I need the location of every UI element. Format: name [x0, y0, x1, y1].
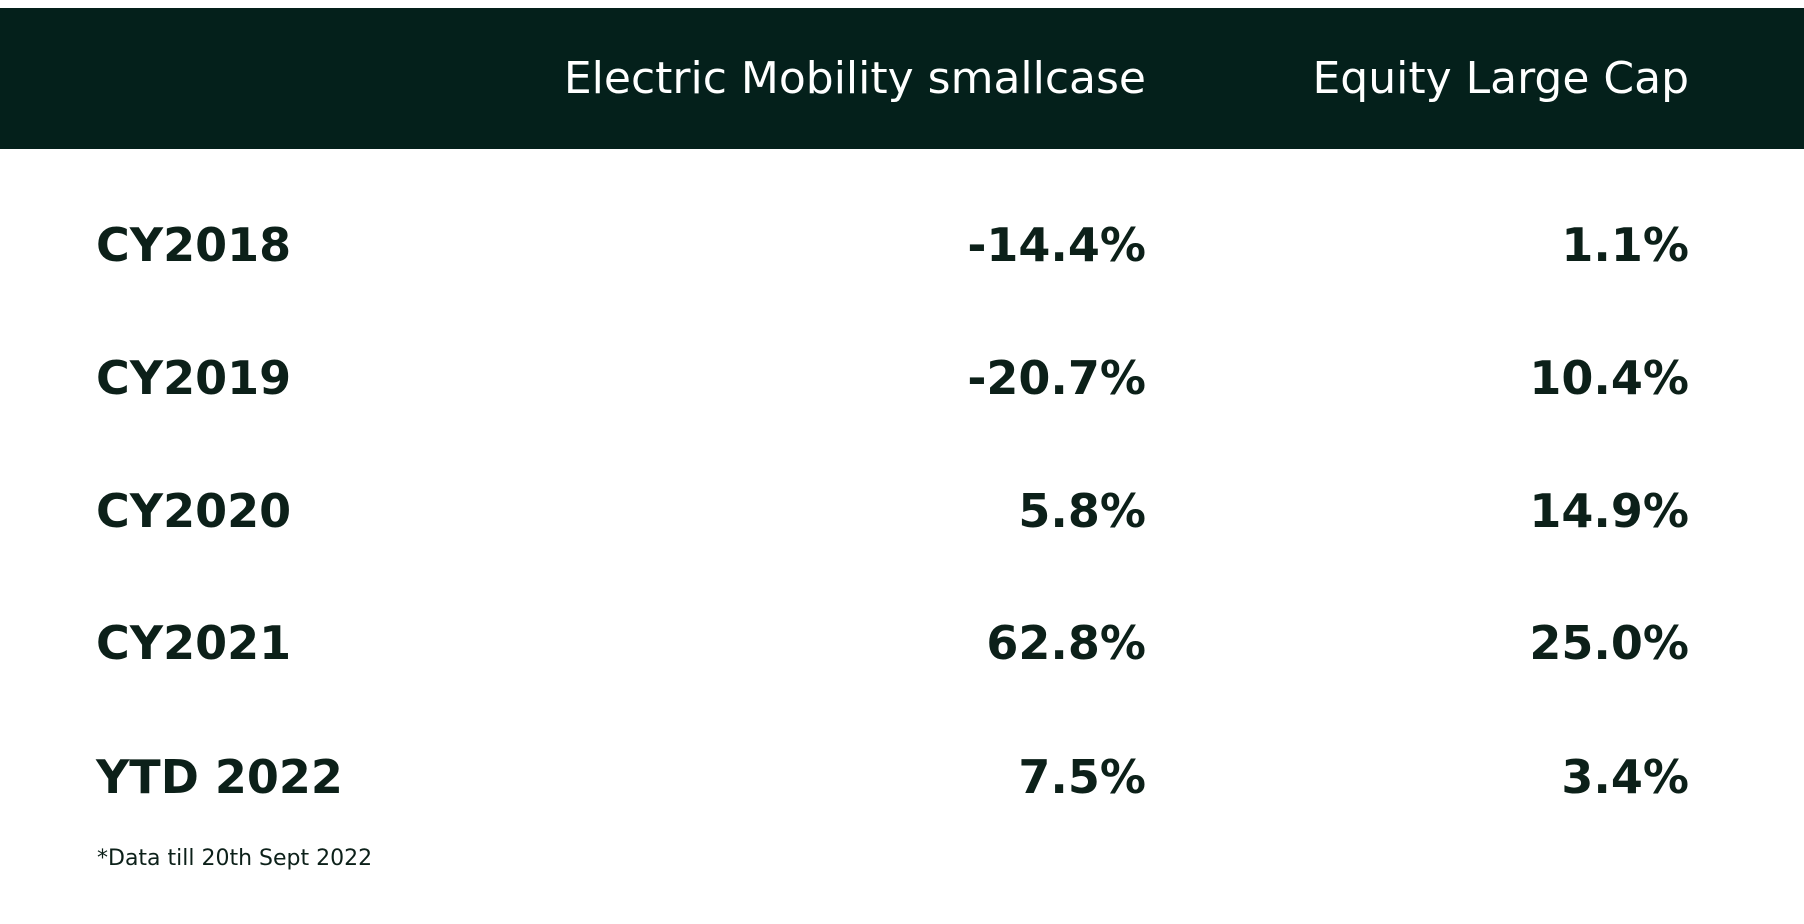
equity-large-cap-value: 1.1% [1561, 218, 1689, 272]
table-row: CY2021 62.8% 25.0% [0, 603, 1804, 683]
electric-mobility-value: 7.5% [1018, 750, 1146, 804]
equity-large-cap-value: 25.0% [1529, 616, 1689, 670]
row-label: CY2021 [96, 616, 292, 670]
table-row: CY2018 -14.4% 1.1% [0, 205, 1804, 285]
electric-mobility-value: 62.8% [986, 616, 1146, 670]
table-row: CY2019 -20.7% 10.4% [0, 338, 1804, 418]
row-label: YTD 2022 [96, 750, 343, 804]
column-header-equity-large-cap: Equity Large Cap [1312, 53, 1689, 104]
electric-mobility-value: -20.7% [967, 351, 1146, 405]
equity-large-cap-value: 10.4% [1529, 351, 1689, 405]
footnote: *Data till 20th Sept 2022 [97, 846, 373, 871]
table-row: CY2020 5.8% 14.9% [0, 471, 1804, 551]
equity-large-cap-value: 14.9% [1529, 484, 1689, 538]
electric-mobility-value: 5.8% [1018, 484, 1146, 538]
row-label: CY2020 [96, 484, 292, 538]
table-header: Electric Mobility smallcase Equity Large… [0, 8, 1804, 149]
row-label: CY2019 [96, 351, 292, 405]
electric-mobility-value: -14.4% [967, 218, 1146, 272]
equity-large-cap-value: 3.4% [1561, 750, 1689, 804]
table-row: YTD 2022 7.5% 3.4% [0, 737, 1804, 817]
row-label: CY2018 [96, 218, 292, 272]
column-header-electric-mobility: Electric Mobility smallcase [563, 53, 1146, 104]
